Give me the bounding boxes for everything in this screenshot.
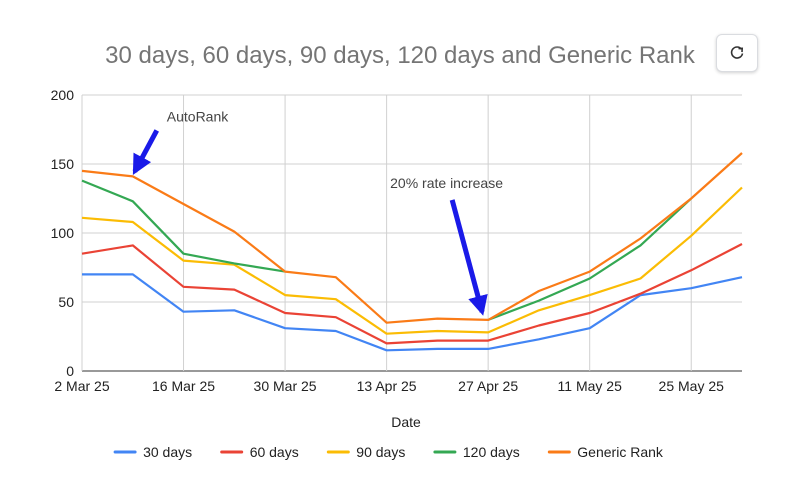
annotation-label: AutoRank xyxy=(167,108,229,124)
chart-title: 30 days, 60 days, 90 days, 120 days and … xyxy=(105,42,695,69)
legend: 30 days 60 days 90 days 120 days Generic Ran… xyxy=(113,444,664,460)
y-axis-ticks: 0 50 100 150 200 xyxy=(51,87,75,379)
annotation-arrow xyxy=(449,199,488,316)
legend-label: 30 days xyxy=(143,444,192,460)
y-tick-label: 50 xyxy=(58,294,74,310)
x-tick-label: 16 Mar 25 xyxy=(152,378,215,394)
legend-label: 120 days xyxy=(463,444,520,460)
y-tick-label: 200 xyxy=(51,87,75,103)
y-tick-label: 100 xyxy=(51,225,75,241)
series-line-30-days xyxy=(82,273,743,352)
series-line-120-days xyxy=(81,179,692,321)
x-axis-title: Date xyxy=(391,414,421,430)
annotations: AutoRank 20% rate increase xyxy=(132,108,503,316)
x-tick-label: 13 Apr 25 xyxy=(357,378,417,394)
x-tick-label: 25 May 25 xyxy=(659,378,725,394)
x-tick-label: 27 Apr 25 xyxy=(458,378,518,394)
series-line-generic-rank xyxy=(81,152,743,324)
annotation-label: 20% rate increase xyxy=(390,175,503,191)
refresh-button[interactable] xyxy=(716,34,758,72)
legend-label: Generic Rank xyxy=(577,444,664,460)
annotation-arrow xyxy=(132,129,159,175)
legend-label: 60 days xyxy=(250,444,299,460)
legend-label: 90 days xyxy=(356,444,405,460)
refresh-icon xyxy=(730,46,744,59)
x-tick-label: 2 Mar 25 xyxy=(54,378,109,394)
series-line-60-days xyxy=(81,243,743,345)
x-tick-label: 30 Mar 25 xyxy=(254,378,317,394)
y-tick-label: 150 xyxy=(51,156,75,172)
x-axis-ticks: 2 Mar 25 16 Mar 25 30 Mar 25 13 Apr 25 27 Ap… xyxy=(54,378,724,394)
grid xyxy=(81,94,742,372)
series-line-90-days xyxy=(81,186,743,335)
y-tick-label: 0 xyxy=(66,363,74,379)
series-lines xyxy=(81,152,743,352)
x-tick-label: 11 May 25 xyxy=(558,378,623,394)
